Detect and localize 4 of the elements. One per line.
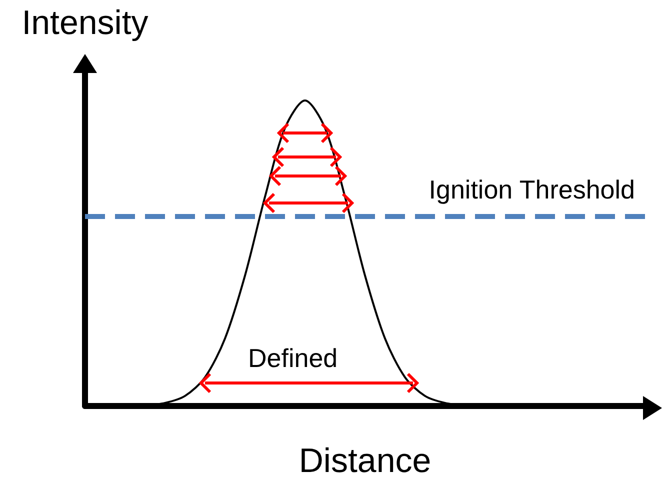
ref-line-label: Ignition Threshold [428, 174, 635, 205]
y-axis-title: Intensity [22, 4, 148, 42]
annotation: Defined [248, 343, 338, 373]
x-axis-title: Distance [298, 442, 432, 480]
